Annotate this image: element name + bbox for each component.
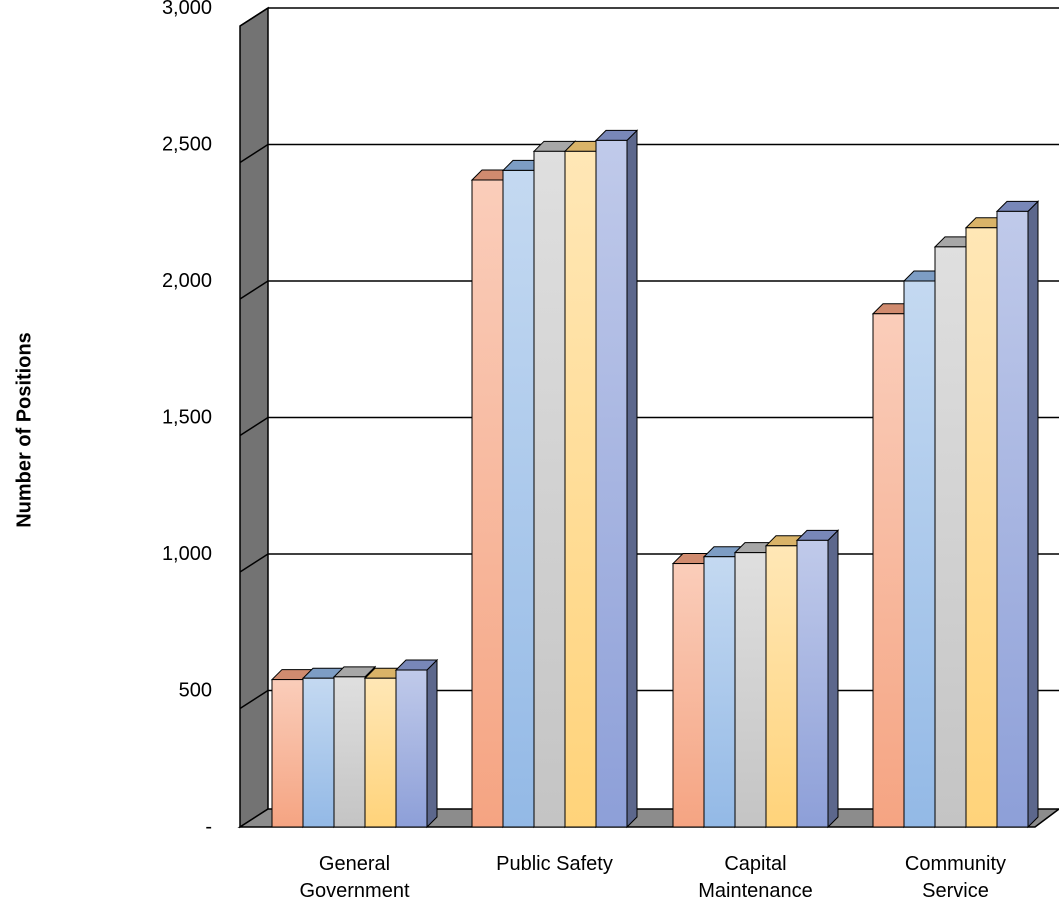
x-tick-label-line: Capital: [724, 853, 786, 875]
x-tick-label-line: Government: [299, 880, 409, 902]
gridline-diag: [239, 280, 269, 300]
bar: [995, 200, 1040, 829]
y-axis-label: Number of Positions: [13, 332, 35, 528]
x-tick-labels: General Government Public Safety Capital Mai…: [299, 853, 1006, 902]
y-tick-label: -: [205, 816, 212, 838]
gridline-diag: [239, 143, 269, 164]
y-tick-label: 2,500: [162, 134, 212, 156]
bar-side: [827, 529, 839, 829]
x-tick-label-line: Public Safety: [496, 853, 613, 875]
x-tick-label-line: General: [319, 853, 390, 875]
y-tick-label: 1,000: [162, 543, 212, 565]
bar-front: [703, 556, 736, 828]
bar-front: [364, 677, 397, 828]
bar-front: [903, 280, 936, 828]
gridline-diag: [239, 416, 269, 437]
bar-front: [533, 150, 566, 828]
bar-front: [765, 545, 798, 828]
y-tick-label: 1,500: [162, 407, 212, 429]
bar-front: [934, 246, 967, 828]
x-tick-label: General Government: [299, 853, 409, 902]
bar-front: [965, 227, 998, 828]
bar: [795, 529, 840, 829]
bar-front: [872, 313, 905, 828]
bar-side: [426, 658, 438, 829]
bar-front: [395, 669, 428, 828]
bar-front: [502, 169, 535, 828]
x-tick-label-line: Service: [922, 880, 989, 902]
y-axis-label-text: Number of Positions: [13, 332, 35, 528]
x-tick-label-line: Community: [905, 853, 1006, 875]
x-tick-label: Public Safety: [496, 853, 613, 875]
x-tick-label-line: Maintenance: [698, 880, 813, 902]
x-tick-label: Capital Maintenance: [698, 853, 813, 902]
bar-front: [333, 676, 366, 828]
bar-side: [1027, 200, 1039, 829]
bar-front: [302, 677, 335, 828]
y-tick-label: 2,000: [162, 270, 212, 292]
bar: [532, 140, 577, 829]
bar-front: [734, 552, 767, 828]
y-tick-label: 500: [179, 680, 212, 702]
x-tick-label: Community Service: [905, 853, 1006, 902]
bars: [270, 129, 1040, 829]
bar-front: [595, 139, 628, 828]
bar: [394, 658, 439, 829]
bar: [594, 129, 639, 829]
bar-front: [564, 150, 597, 828]
bar-front: [471, 179, 504, 828]
bar-front: [996, 210, 1029, 828]
bar-front: [672, 563, 705, 828]
y-tick-labels: - 500 1,000 1,500 2,000 2,500 3,000: [162, 0, 212, 838]
gridline-diag: [239, 553, 269, 573]
chart-side-wall: [239, 6, 269, 829]
gridline-diag: [239, 689, 269, 710]
bar-front: [796, 539, 829, 828]
gridline-diag: [239, 7, 269, 27]
bar-front: [271, 679, 304, 828]
bar-side: [626, 129, 638, 829]
y-tick-label: 3,000: [162, 0, 212, 19]
